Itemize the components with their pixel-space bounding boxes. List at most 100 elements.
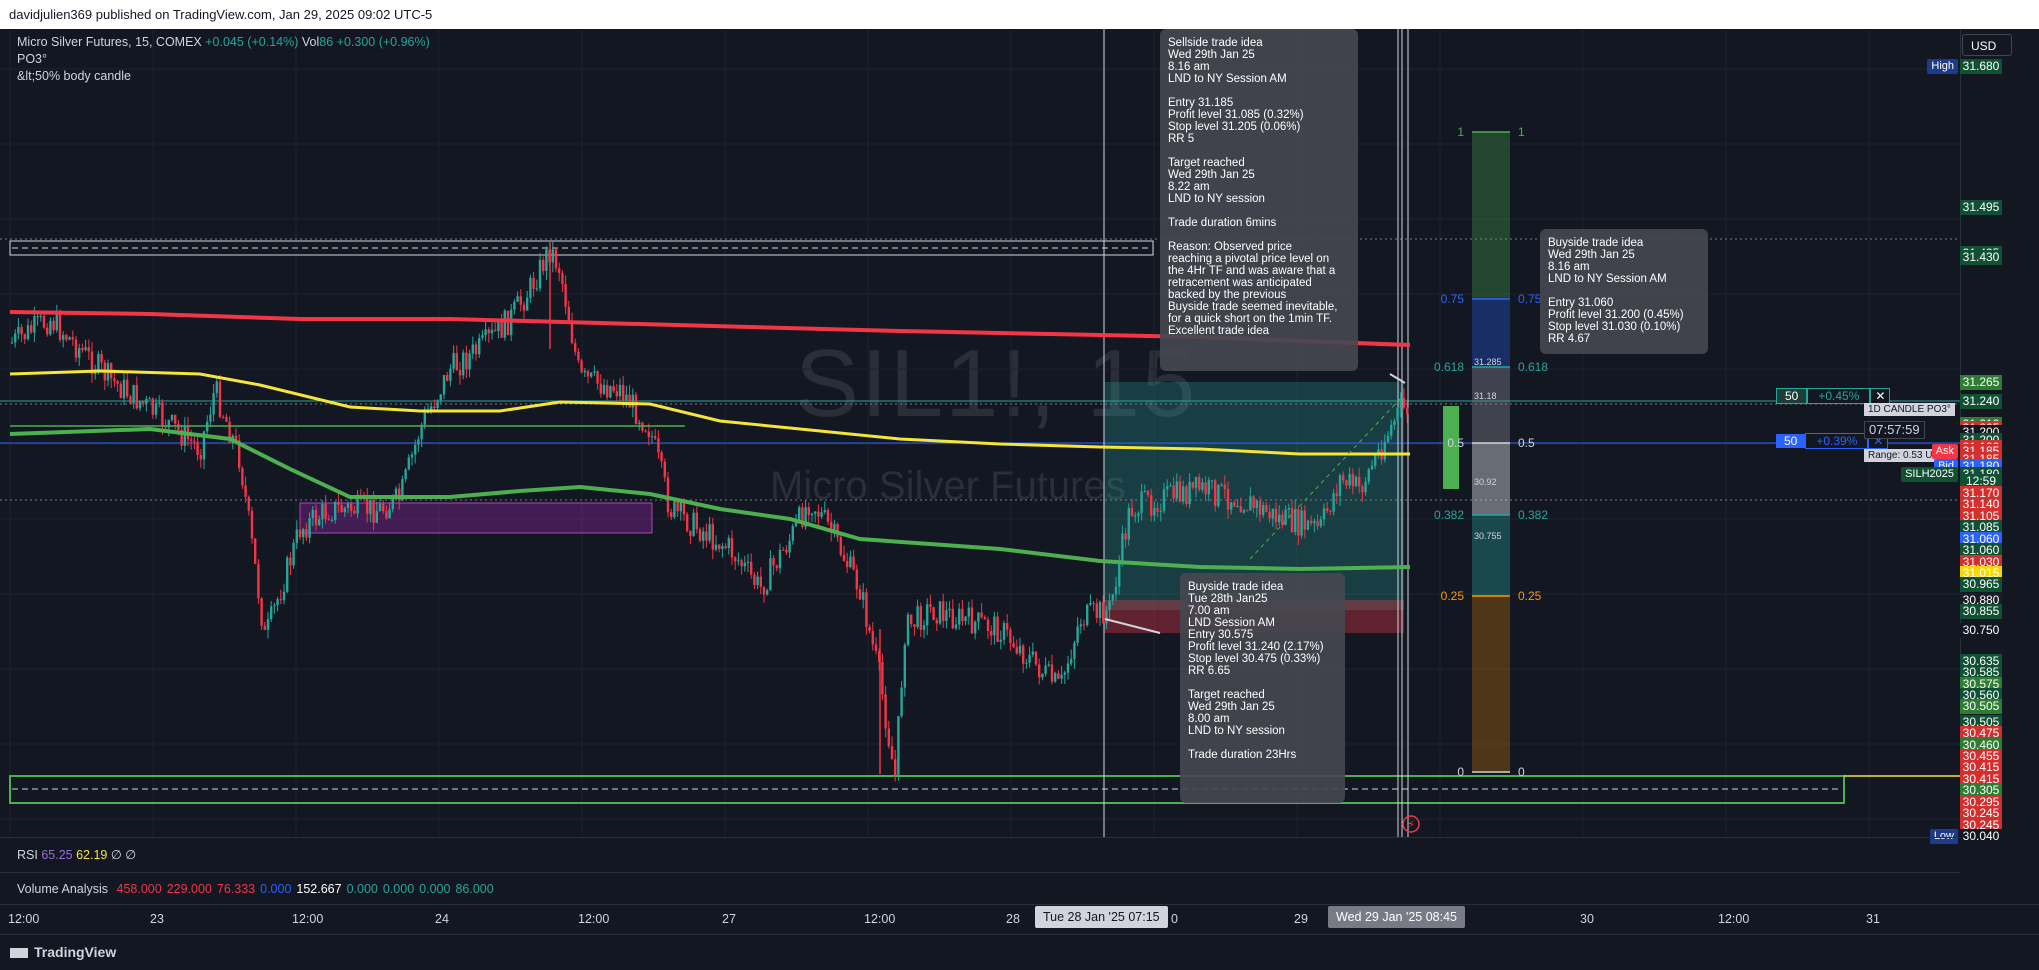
buyside-trade-note-right[interactable]: Buyside trade idea Wed 29th Jan 25 8.16 … [1540, 229, 1708, 354]
candle-body [590, 372, 593, 377]
candle-body [596, 371, 599, 384]
candle-body [257, 563, 260, 599]
fib-zone-6 [1472, 596, 1510, 772]
candle-body [449, 368, 452, 381]
rsi-pane[interactable]: RSI 65.25 62.19 ∅ ∅ [0, 837, 1960, 873]
candle-body [842, 554, 846, 562]
candle-body [727, 538, 730, 549]
publisher-text: davidjulien369 published on TradingView.… [9, 7, 433, 22]
position-pct: +0.39% [1805, 433, 1869, 449]
candle-body [462, 352, 465, 376]
price-axis-label: 31.495 [1960, 200, 2002, 216]
candle-body [1326, 508, 1329, 512]
candle-body [561, 273, 564, 284]
candle-body [999, 639, 1002, 642]
price-axis-label: 30.965 [1960, 577, 2002, 593]
candle-body [1239, 505, 1242, 513]
candle-body [1271, 508, 1274, 519]
candle-body [1063, 672, 1066, 675]
candle-body [526, 297, 529, 311]
candle-body [1354, 476, 1358, 487]
candle-body [612, 386, 615, 392]
candle-body [244, 485, 247, 497]
candle-body [1038, 664, 1041, 678]
symbol-name: Micro Silver Futures, 15, COMEX [17, 35, 202, 49]
candle-body [394, 488, 398, 496]
candle-body [513, 301, 516, 310]
candle-body [55, 314, 58, 331]
candle-body [814, 511, 817, 514]
volume-analysis-pane[interactable]: Volume Analysis 458.000 229.000 76.333 0.00… [0, 872, 1960, 905]
candle-body [1294, 509, 1297, 533]
fib-label-right: 0.5 [1518, 436, 1535, 450]
candle-body [881, 661, 884, 695]
candle-body [1322, 508, 1326, 520]
candle-body [721, 546, 724, 549]
price-axis-label: 30.855 [1960, 604, 2002, 620]
candle-body [42, 316, 46, 328]
candle-body [174, 414, 177, 424]
fib-zone-5 [1472, 515, 1510, 596]
candle-body [618, 384, 622, 397]
candle-body [647, 431, 650, 438]
candle-body [929, 604, 932, 608]
symbol-legend[interactable]: Micro Silver Futures, 15, COMEX +0.045 (… [17, 35, 430, 49]
lightning-icon: ⚡ [1407, 818, 1415, 831]
candle-body [788, 540, 791, 553]
buyside-trade-note-left[interactable]: Buyside trade idea Tue 28th Jan25 7.00 a… [1180, 573, 1345, 803]
position-pill-2[interactable]: 50 +0.39% ✕ [1776, 433, 1889, 449]
currency-selector[interactable]: USD [1962, 34, 2012, 56]
candle-body [478, 338, 481, 355]
fib-label-left: 0.25 [1441, 589, 1465, 603]
position-pill-1[interactable]: 50 +0.45% ✕ [1776, 388, 1891, 404]
candle-body [887, 728, 890, 747]
tradingview-logo[interactable]: TradingView [10, 944, 116, 960]
candle-body [1194, 477, 1198, 488]
candle-body [1332, 493, 1335, 512]
candle-body [1025, 662, 1028, 664]
candle-body [167, 420, 170, 428]
price-chart-svg[interactable]: 0 0 0.25 0.25 0.382 0.382 0.5 0.5 0.618 0.618 0.75… [0, 29, 1960, 837]
candle-body [353, 510, 356, 514]
volume-analysis-value: 152.667 [296, 882, 342, 896]
candle-box-range: Range: 0.53 USD [1864, 449, 1951, 462]
candle-body [990, 631, 993, 636]
candle-body [238, 440, 241, 469]
price-axis-label: 31.140 [1960, 497, 2002, 513]
candle-body [545, 249, 548, 271]
volume-analysis-value: 458.000 [116, 882, 162, 896]
indicator-body-candle-label[interactable]: &lt;50% body candle [17, 69, 131, 83]
candle-body [20, 326, 23, 335]
candle-body [1265, 505, 1268, 512]
fib-zone-3 [1472, 367, 1510, 443]
bottom-box [9, 775, 1845, 804]
chart-area[interactable]: SIL1!, 15 Micro Silver Futures 0 0 0.25 0.2… [0, 29, 1960, 837]
candle-body [1028, 654, 1031, 663]
candle-body [766, 590, 769, 595]
candle-body [388, 509, 391, 519]
candle-body [951, 608, 954, 629]
candle-body [190, 439, 193, 441]
candle-body [289, 557, 292, 566]
time-axis[interactable] [0, 904, 2039, 935]
candle-body [305, 529, 308, 538]
candle-body [817, 511, 820, 517]
price-axis-label: 31.105 [1960, 508, 2002, 524]
sellside-trade-note[interactable]: Sellside trade idea Wed 29th Jan 25 8.16… [1160, 29, 1358, 371]
candle-body [1015, 647, 1018, 654]
candle-body [250, 510, 254, 539]
candle-body [81, 348, 84, 351]
candle-box-timer: 07:57:59 [1864, 421, 1925, 439]
time-axis-label: 27 [722, 912, 736, 926]
indicator-po3-label[interactable]: PO3° [17, 52, 48, 66]
time-axis-label: 12:00 [864, 912, 896, 926]
order-block [299, 502, 653, 534]
price-axis-label: 12:59 [1960, 474, 2002, 490]
candle-body [839, 537, 842, 555]
candle-body [964, 616, 967, 621]
candle-body [775, 565, 778, 569]
close-icon[interactable]: ✕ [1870, 388, 1891, 404]
candle-body [417, 439, 420, 445]
range-box [9, 240, 1154, 256]
candle-body [282, 591, 286, 601]
